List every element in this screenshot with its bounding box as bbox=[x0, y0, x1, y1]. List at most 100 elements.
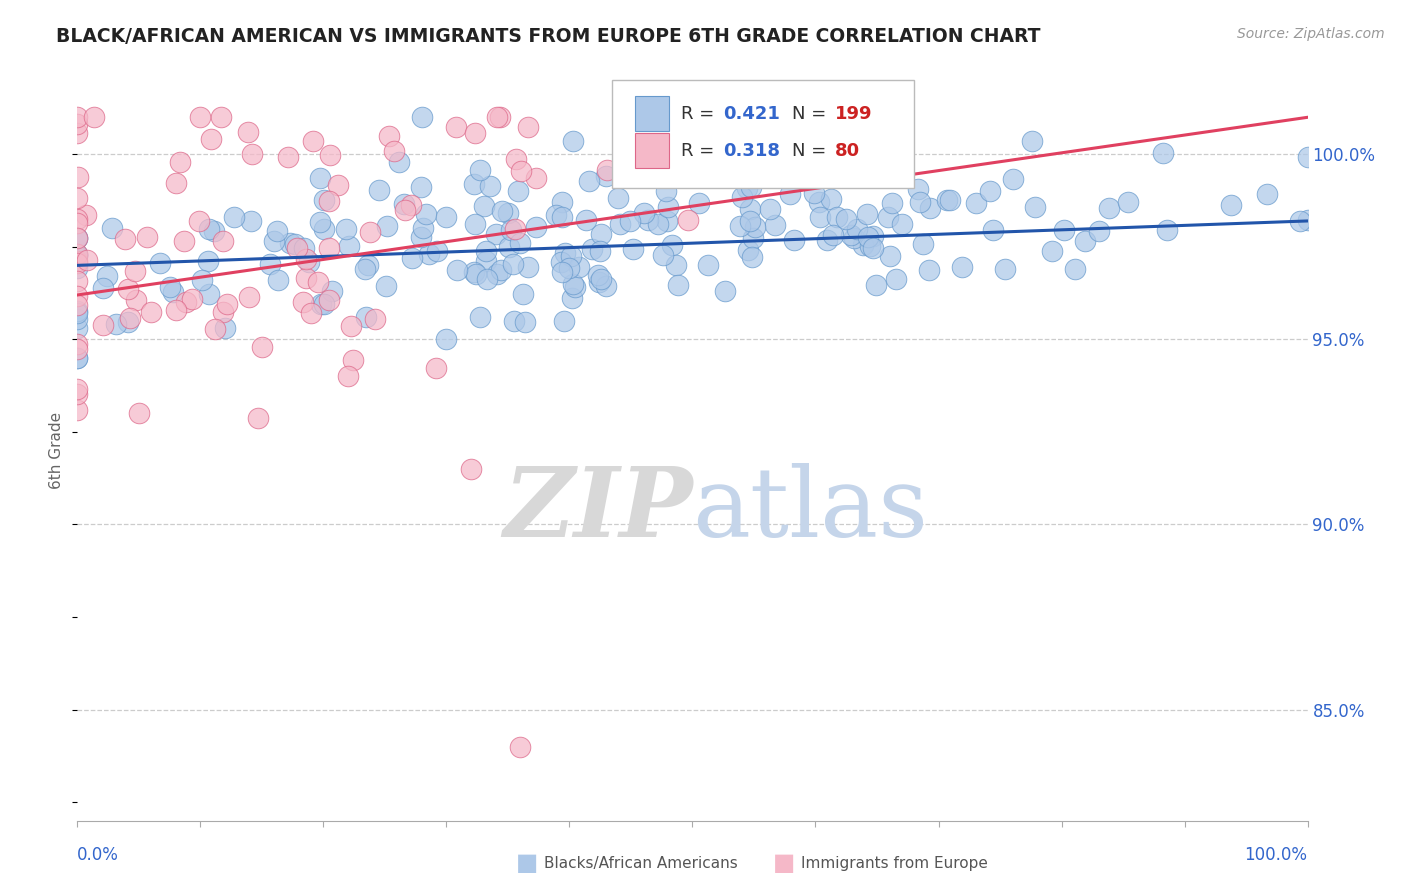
Point bbox=[173, 234, 195, 248]
Point bbox=[312, 222, 335, 236]
Point bbox=[298, 255, 321, 269]
Point bbox=[66, 312, 89, 326]
Point bbox=[862, 229, 884, 244]
Point bbox=[876, 210, 898, 224]
Point bbox=[938, 193, 960, 207]
Point bbox=[979, 184, 1001, 198]
Point bbox=[66, 110, 89, 124]
Point bbox=[295, 271, 318, 285]
Point bbox=[259, 257, 281, 271]
Point bbox=[246, 410, 269, 425]
Point bbox=[66, 306, 89, 320]
Point bbox=[551, 265, 574, 279]
Point bbox=[589, 227, 612, 242]
Point bbox=[66, 342, 89, 356]
Point bbox=[66, 247, 89, 261]
Point bbox=[596, 163, 619, 178]
Point bbox=[553, 314, 575, 328]
Point bbox=[463, 265, 485, 279]
Point bbox=[917, 262, 939, 277]
Text: R =: R = bbox=[682, 142, 720, 160]
Point bbox=[554, 246, 576, 260]
Point bbox=[479, 178, 502, 193]
Point bbox=[66, 382, 89, 396]
Point bbox=[588, 268, 610, 283]
Point bbox=[853, 133, 876, 147]
Point bbox=[1256, 187, 1278, 202]
Point bbox=[1296, 213, 1319, 227]
Point bbox=[908, 195, 931, 210]
Point bbox=[503, 314, 526, 328]
Point bbox=[319, 148, 342, 162]
Point bbox=[354, 261, 377, 276]
Point bbox=[621, 243, 644, 257]
Point bbox=[392, 197, 415, 211]
Point bbox=[292, 294, 315, 309]
Point bbox=[844, 231, 866, 245]
Point bbox=[364, 312, 387, 326]
Point bbox=[835, 212, 858, 227]
Text: ■: ■ bbox=[773, 852, 796, 875]
Point bbox=[165, 302, 187, 317]
Point bbox=[470, 310, 492, 324]
Point bbox=[498, 240, 520, 254]
Point bbox=[589, 244, 612, 258]
Point bbox=[697, 258, 720, 272]
Point bbox=[215, 297, 238, 311]
Point bbox=[1116, 194, 1139, 209]
Point bbox=[562, 134, 585, 148]
Point bbox=[411, 180, 433, 194]
Point bbox=[66, 351, 89, 365]
Point bbox=[309, 171, 332, 186]
Point bbox=[560, 249, 582, 263]
Point bbox=[399, 198, 422, 212]
Point bbox=[240, 214, 263, 228]
Point bbox=[114, 232, 136, 246]
Text: 0.0%: 0.0% bbox=[77, 846, 120, 863]
Point bbox=[211, 234, 233, 248]
Point bbox=[136, 230, 159, 244]
Point bbox=[318, 293, 340, 307]
Point bbox=[1021, 134, 1043, 148]
Point bbox=[526, 220, 548, 235]
Point bbox=[935, 194, 957, 208]
Point bbox=[267, 273, 290, 287]
Point bbox=[965, 195, 987, 210]
Point bbox=[468, 163, 491, 178]
Point bbox=[318, 194, 340, 208]
Point bbox=[415, 207, 437, 221]
Point bbox=[782, 233, 804, 247]
FancyBboxPatch shape bbox=[634, 133, 669, 169]
Point bbox=[198, 222, 221, 236]
Point bbox=[299, 306, 322, 320]
Point bbox=[460, 462, 482, 476]
Point bbox=[508, 184, 530, 198]
Point bbox=[204, 321, 226, 335]
Point bbox=[1220, 197, 1243, 211]
Point bbox=[67, 169, 90, 184]
Point bbox=[862, 241, 884, 255]
Point bbox=[546, 208, 568, 222]
Point bbox=[250, 340, 273, 354]
Point bbox=[475, 254, 498, 268]
Point bbox=[1053, 223, 1076, 237]
Point bbox=[464, 267, 486, 281]
Point bbox=[472, 199, 495, 213]
Point bbox=[1040, 244, 1063, 259]
Point bbox=[285, 241, 308, 255]
Point bbox=[375, 219, 398, 233]
Point bbox=[238, 290, 260, 304]
Point bbox=[382, 144, 405, 158]
Point bbox=[76, 252, 98, 267]
Point bbox=[169, 154, 191, 169]
Text: Source: ZipAtlas.com: Source: ZipAtlas.com bbox=[1237, 27, 1385, 41]
Point bbox=[337, 239, 360, 253]
Point bbox=[139, 304, 162, 318]
Point bbox=[994, 262, 1017, 277]
Point bbox=[117, 315, 139, 329]
Point bbox=[484, 227, 506, 242]
Point bbox=[66, 298, 89, 312]
Point bbox=[782, 146, 804, 161]
Point bbox=[595, 169, 617, 183]
Point bbox=[589, 272, 612, 286]
